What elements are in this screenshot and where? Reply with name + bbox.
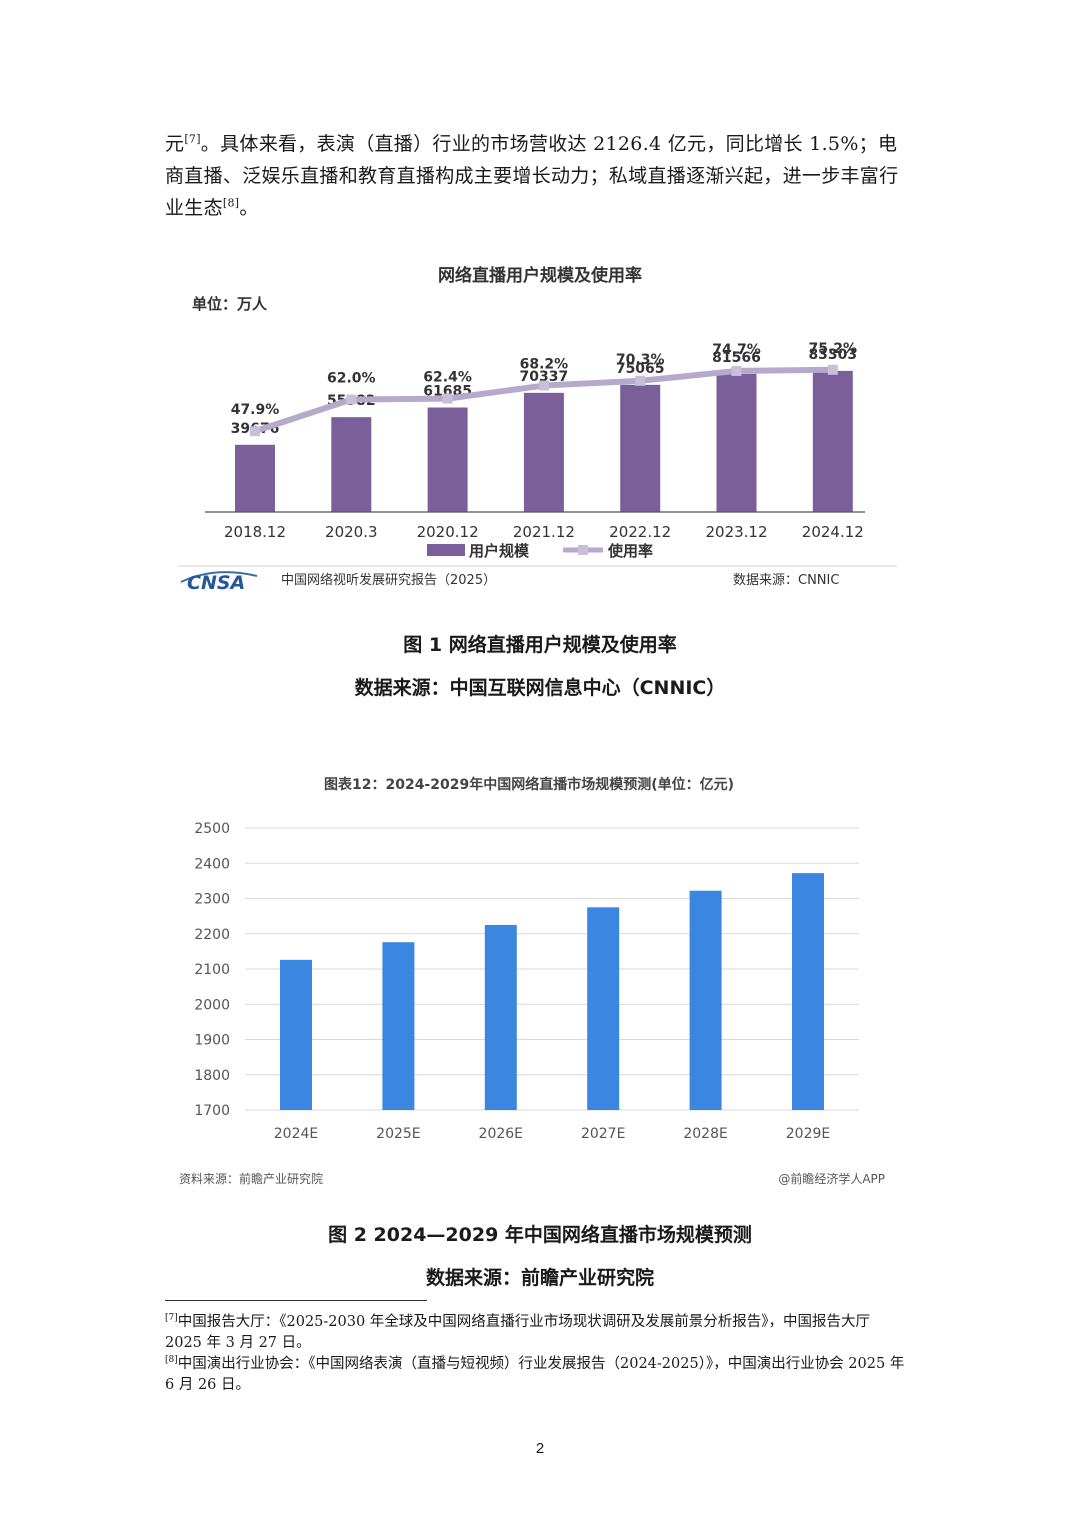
chart2-bar-2024E — [280, 959, 312, 1110]
footnote-divider — [165, 1300, 427, 1301]
footnote-8-text: 中国演出行业协会：《中国网络表演（直播与短视频）行业发展报告（2024-2025… — [165, 1356, 905, 1393]
chart1-x-tick-2023.12: 2023.12 — [705, 523, 767, 541]
chart1-bar-2020.12 — [427, 407, 468, 512]
chart1-bar-2018.12 — [235, 444, 275, 512]
figure2-source: 数据来源：前瞻产业研究院 — [425, 1267, 654, 1289]
page-number: 2 — [535, 1440, 545, 1457]
paragraph-text-part3: 。 — [239, 197, 259, 219]
chart2-x-tick-2024E: 2024E — [274, 1126, 318, 1142]
figure2-caption: 图 2 2024—2029 年中国网络直播市场规模预测 — [328, 1224, 752, 1246]
chart1-bar-2020.3 — [331, 417, 372, 512]
figure1-source: 数据来源：中国互联网信息中心（CNNIC） — [354, 677, 726, 699]
chart1-bar-label-2021.12: 70337 — [520, 369, 569, 385]
chart2-y-tick-1700: 1700 — [194, 1103, 230, 1119]
cnsa-logo: CNSA — [180, 571, 258, 594]
chart-market-forecast: 图表12：2024-2029年中国网络直播市场规模预测(单位：亿元) 1700 1… — [165, 765, 915, 1195]
chart1-usage-point-2023.12 — [731, 365, 742, 376]
chart2-y-tick-2100: 2100 — [194, 962, 230, 978]
chart1-usage-label-2024.12: 75.2% — [809, 341, 858, 357]
chart1-usage-point-2018.12 — [250, 426, 260, 437]
chart1-footer-source: 数据来源：CNNIC — [733, 573, 839, 588]
paragraph-text-part1: 元 — [165, 133, 185, 155]
chart1-x-tick-2021.12: 2021.12 — [513, 523, 575, 541]
chart1-usage-label-2018.12: 47.9% — [231, 402, 280, 418]
legend-label-user-scale: 用户规模 — [469, 542, 530, 560]
chart1-x-tick-2018.12: 2018.12 — [224, 523, 286, 541]
chart1-footer-report: 中国网络视听发展研究报告（2025） — [281, 572, 496, 588]
chart1-usage-point-2021.12 — [538, 380, 549, 391]
footnote-8: [8]中国演出行业协会：《中国网络表演（直播与短视频）行业发展报告（2024-2… — [165, 1354, 910, 1396]
chart1-usage-label-2022.12: 70.3% — [616, 352, 665, 368]
chart1-usage-point-2024.12 — [827, 364, 838, 375]
chart1-bar-label-2023.12: 81566 — [712, 350, 761, 366]
chart-user-scale-svg: 网络直播用户规模及使用率 单位：万人 396765598261685703377… — [177, 265, 897, 594]
chart2-bar-2026E — [484, 924, 517, 1110]
footnote-7-text: 中国报告大厅：《2025-2030 年全球及中国网络直播行业市场现状调研及发展前… — [165, 1314, 871, 1351]
chart1-bar-2024.12 — [812, 370, 853, 512]
chart1-usage-label-2020.12: 62.4% — [423, 370, 472, 386]
footnote-7: [7]中国报告大厅：《2025-2030 年全球及中国网络直播行业市场现状调研及… — [165, 1312, 910, 1354]
chart1-usage-point-2020.12 — [442, 393, 453, 404]
chart2-bar-2028E — [689, 890, 722, 1110]
cnsa-logo-text: CNSA — [187, 572, 245, 594]
chart2-y-tick-1900: 1900 — [194, 1033, 230, 1049]
chart2-footer-app: @前瞻经济学人APP — [778, 1171, 885, 1186]
chart2-y-tick-2500: 2500 — [194, 821, 230, 837]
chart1-unit-label: 单位：万人 — [192, 295, 268, 313]
chart2-bar-2027E — [587, 907, 620, 1110]
chart1-bar-2022.12 — [620, 384, 661, 512]
chart1-x-tick-2022.12: 2022.12 — [609, 523, 671, 541]
footnote-8-ref: [8] — [165, 1355, 178, 1366]
chart1-usage-point-2022.12 — [635, 375, 646, 386]
chart2-footer-source: 资料来源：前瞻产业研究院 — [179, 1171, 323, 1186]
chart-market-forecast-svg: 图表12：2024-2029年中国网络直播市场规模预测(单位：亿元) 1700 1… — [179, 776, 885, 1186]
chart-user-scale: 网络直播用户规模及使用率 单位：万人 396765598261685703377… — [165, 250, 915, 600]
body-paragraph: 元[7]。具体来看，表演（直播）行业的市场营收达 2126.4 亿元，同比增长 … — [165, 128, 915, 224]
chart2-x-tick-2029E: 2029E — [786, 1126, 830, 1142]
chart2-y-tick-2000: 2000 — [194, 997, 230, 1013]
chart1-legend: 用户规模 使用率 — [427, 542, 653, 560]
chart1-bar-label-2022.12: 75065 — [616, 361, 665, 377]
chart2-bar-2025E — [382, 942, 415, 1110]
footnote-7-ref: [7] — [165, 1313, 178, 1324]
chart2-y-tick-2200: 2200 — [194, 927, 230, 943]
paragraph-text-part2: 。具体来看，表演（直播）行业的市场营收达 2126.4 亿元，同比增长 1.5%… — [165, 133, 899, 219]
chart1-title: 网络直播用户规模及使用率 — [438, 265, 642, 286]
legend-swatch-user-scale — [427, 544, 465, 556]
chart2-bar-2029E — [792, 873, 824, 1110]
chart1-bar-label-2024.12: 83303 — [808, 347, 857, 363]
chart1-usage-label-2021.12: 68.2% — [520, 357, 569, 373]
legend-marker-usage-rate — [578, 545, 588, 555]
chart2-x-tick-2028E: 2028E — [683, 1126, 727, 1142]
chart2-y-tick-2300: 2300 — [194, 892, 230, 908]
chart2-y-tick-2400: 2400 — [194, 856, 230, 872]
chart1-x-tick-2024.12: 2024.12 — [802, 523, 864, 541]
chart1-bar-2021.12 — [523, 392, 564, 512]
footnote-ref-7[interactable]: [7] — [184, 132, 201, 146]
chart1-x-tick-2020.3: 2020.3 — [325, 523, 378, 541]
chart2-title: 图表12：2024-2029年中国网络直播市场规模预测(单位：亿元) — [324, 776, 734, 793]
chart1-usage-point-2020.3 — [346, 394, 357, 405]
chart1-usage-label-2020.3: 62.0% — [327, 371, 376, 387]
footnote-ref-8[interactable]: [8] — [222, 196, 240, 210]
chart1-usage-label-2023.12: 74.7% — [712, 342, 761, 358]
chart2-x-tick-2027E: 2027E — [581, 1126, 625, 1142]
chart1-bar-2023.12 — [716, 373, 757, 512]
figure1-caption: 图 1 网络直播用户规模及使用率 — [403, 634, 677, 656]
legend-label-usage-rate: 使用率 — [607, 542, 653, 560]
chart2-y-tick-1800: 1800 — [194, 1068, 230, 1084]
chart2-x-tick-2025E: 2025E — [376, 1126, 420, 1142]
chart1-x-tick-2020.12: 2020.12 — [417, 523, 479, 541]
chart2-x-tick-2026E: 2026E — [479, 1126, 523, 1142]
